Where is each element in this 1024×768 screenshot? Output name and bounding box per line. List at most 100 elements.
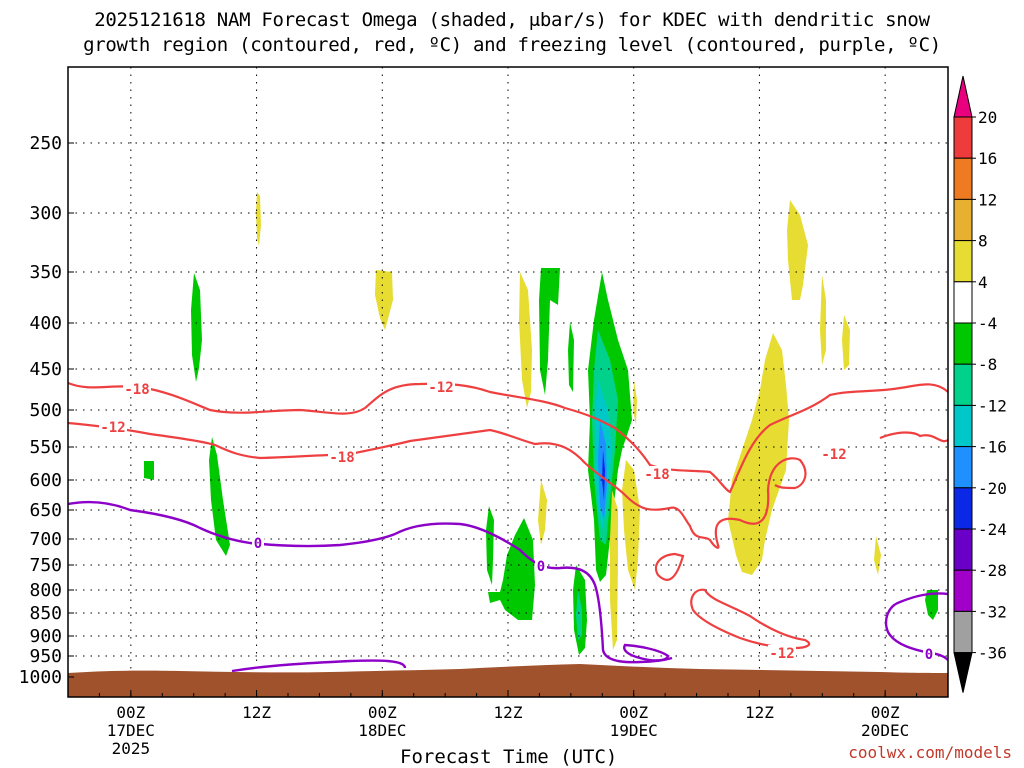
omega-shade-region [191, 273, 202, 382]
colorbar-label: -32 [978, 602, 1007, 621]
red-contour-label: -12 [821, 447, 846, 463]
x-tick-date: 17DEC [107, 721, 155, 740]
red-contour-label: -12 [769, 646, 794, 662]
y-tick-label: 300 [29, 203, 62, 224]
dgz-red-contour [690, 588, 811, 650]
omega-shade-region [209, 437, 230, 556]
y-tick-label: 800 [29, 580, 62, 601]
colorbar-segment [953, 404, 973, 448]
omega-shade-region [633, 380, 637, 425]
colorbar-label: 12 [978, 190, 997, 209]
colorbar-segment [953, 363, 973, 406]
colorbar-label: -4 [978, 314, 997, 333]
red-contour-label: -12 [100, 420, 125, 436]
x-tick-label: 00Z [871, 703, 900, 722]
omega-shade-region [610, 490, 618, 650]
contour-label-bg [643, 466, 671, 482]
y-tick-label: 400 [29, 313, 62, 334]
colorbar-label: -28 [978, 561, 1007, 580]
omega-shade-region [728, 333, 789, 575]
dgz-red-contour [654, 552, 685, 581]
omega-shade-region [787, 200, 808, 300]
colorbar-label: 8 [978, 232, 988, 251]
colorbar-label: -12 [978, 396, 1007, 415]
chart-title-line-1: 2025121618 NAM Forecast Omega (shaded, μ… [94, 9, 930, 31]
red-contour-label: -18 [644, 467, 669, 483]
omega-shade-region [622, 460, 640, 590]
colorbar-label: -8 [978, 355, 997, 374]
y-tick-label: 900 [29, 626, 62, 647]
omega-shade-region [488, 518, 535, 620]
colorbar-segment [953, 281, 973, 324]
omega-shade-region [925, 590, 938, 620]
x-tick-label: 00Z [116, 703, 145, 722]
red-contour-label: -18 [329, 450, 354, 466]
colorbar-segment [953, 610, 973, 654]
y-tick-label: 450 [29, 359, 62, 380]
colorbar-under-arrow [953, 652, 973, 693]
contour-labels: -18 -12 -12 -18 -18 -12 -12 0 0 0 [99, 379, 935, 663]
contour-label-bg [328, 449, 356, 465]
y-tick-label: 950 [29, 646, 62, 667]
contour-label-bg [123, 381, 151, 397]
x-tick-label: 12Z [494, 703, 523, 722]
red-contour-label: -12 [428, 380, 453, 396]
y-tick-label: 250 [29, 133, 62, 154]
contour-label-bg [820, 446, 848, 462]
omega-shade-region [576, 590, 582, 640]
x-tick-label: 12Z [242, 703, 271, 722]
x-tick-label: 12Z [745, 703, 774, 722]
dgz-red-contour [68, 381, 948, 494]
omega-shade-region [539, 268, 560, 395]
colorbar-segment [953, 240, 973, 283]
x-tick-date: 18DEC [358, 721, 406, 740]
y-tick-label: 700 [29, 529, 62, 550]
purple-contour-label: 0 [537, 559, 545, 575]
y-tick-label: 1000 [19, 667, 62, 688]
y-tick-label: 850 [29, 603, 62, 624]
colorbar-segment [953, 487, 973, 530]
omega-shade-region [842, 315, 850, 370]
purple-contour-label: 0 [925, 647, 933, 663]
colorbar-segment [953, 322, 973, 365]
omega-shade-region [144, 461, 154, 480]
contour-label-bg [252, 535, 264, 551]
x-tick-label: 00Z [619, 703, 648, 722]
colorbar-label: -16 [978, 438, 1007, 457]
purple-contour-label: 0 [254, 536, 262, 552]
colorbar-segment [953, 528, 973, 571]
contour-label-bg [923, 646, 935, 662]
colorbar-label: -36 [978, 644, 1007, 663]
dgz-red-contour [68, 421, 948, 549]
omega-shade-region [538, 480, 547, 545]
colorbar-over-arrow [953, 75, 973, 118]
y-axis: 2503003504004505005506006507007508008509… [19, 133, 74, 688]
below-ground-terrain [68, 664, 948, 697]
omega-shading [144, 192, 938, 655]
colorbar-label: -20 [978, 479, 1007, 498]
x-tick-year: 2025 [112, 739, 151, 758]
colorbar-segment [953, 157, 973, 200]
freezing-level-contour [68, 500, 673, 673]
y-tick-label: 750 [29, 555, 62, 576]
colorbar-segment [953, 446, 973, 489]
contour-label-bg [768, 645, 796, 661]
chart-title: 2025121618 NAM Forecast Omega (shaded, μ… [0, 8, 1024, 58]
chart-title-line-2: growth region (contoured, red, ºC) and f… [83, 34, 941, 56]
colorbar-segment [953, 198, 973, 242]
terrain-fill [68, 664, 948, 697]
y-tick-label: 600 [29, 470, 62, 491]
colorbar-segment [953, 569, 973, 612]
freezing-level-contour [884, 592, 948, 661]
x-tick-date: 19DEC [610, 721, 658, 740]
omega-shade-region [820, 275, 826, 365]
y-tick-label: 550 [29, 437, 62, 458]
contour-label-bg [427, 379, 455, 395]
omega-shade-region [602, 450, 605, 500]
colorbar-label: 16 [978, 149, 997, 168]
freezing-level-contour [623, 643, 670, 662]
colorbar-segment [953, 116, 973, 159]
red-contour-label: -18 [124, 382, 149, 398]
